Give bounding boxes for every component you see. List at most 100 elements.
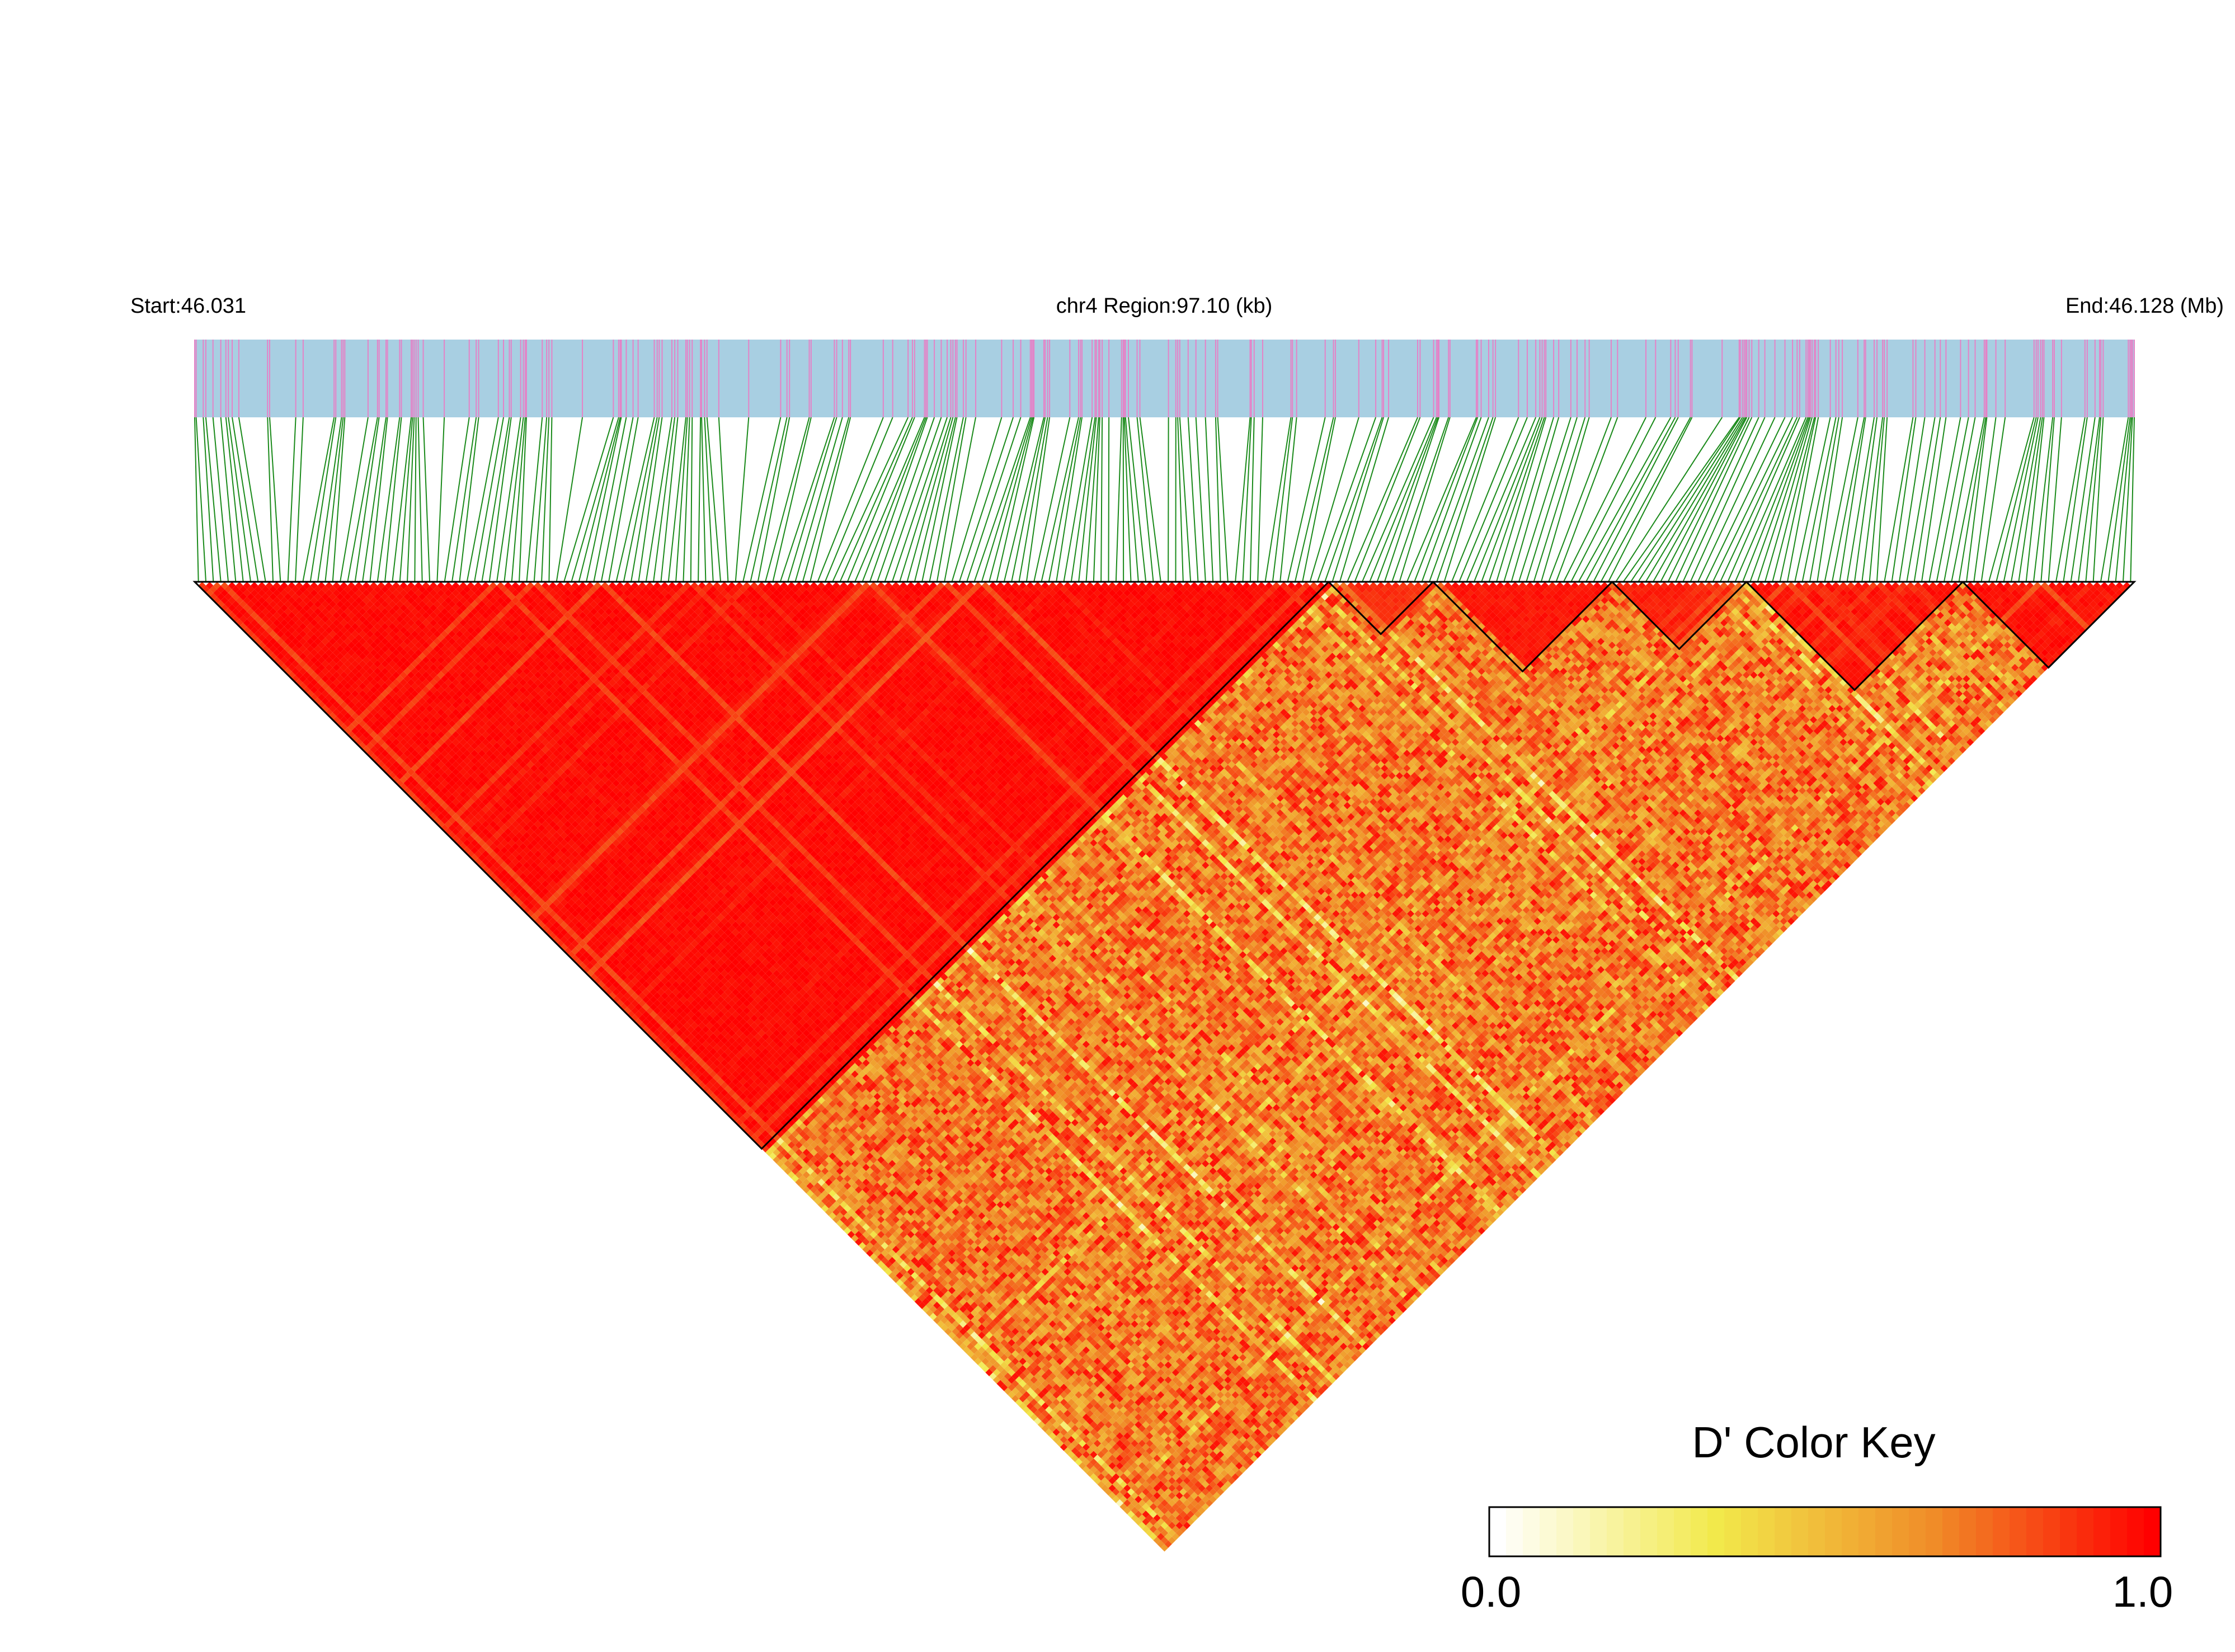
snp-connector xyxy=(1325,417,1382,582)
snp-connector xyxy=(363,417,386,582)
snp-connector xyxy=(750,417,787,582)
snp-connector xyxy=(1295,417,1334,582)
snp-connector xyxy=(862,417,926,582)
snp-connector xyxy=(892,417,947,582)
snp-connector xyxy=(267,417,273,582)
snp-connector xyxy=(2108,417,2130,582)
snp-connector xyxy=(1608,417,1692,582)
snp-connector xyxy=(1414,417,1478,582)
snp-connector xyxy=(2071,417,2095,582)
snp-connector xyxy=(1497,417,1546,582)
snp-connector xyxy=(474,417,504,582)
snp-connector xyxy=(702,417,705,582)
snp-connector xyxy=(549,417,552,582)
snp-connector xyxy=(437,417,444,582)
snp-connector xyxy=(691,417,693,582)
snp-connector xyxy=(1616,417,1722,582)
snp-connector xyxy=(1519,417,1571,582)
snp-connector xyxy=(2004,417,2038,582)
snp-connector xyxy=(1116,417,1122,582)
snp-connector xyxy=(1624,417,1739,582)
snp-connector xyxy=(2078,417,2100,582)
snp-connector xyxy=(788,417,836,582)
ld-heatmap-cells xyxy=(199,582,2131,1552)
snp-connector xyxy=(1370,417,1437,582)
snp-connector xyxy=(1803,417,1836,582)
snp-connector xyxy=(2063,417,2087,582)
snp-connector xyxy=(661,417,677,582)
snp-connector xyxy=(418,417,422,582)
snp-connector xyxy=(1178,417,1183,582)
snp-connector xyxy=(2049,417,2062,582)
snp-connector xyxy=(773,417,811,582)
snp-connector xyxy=(1855,417,1877,582)
snp-connector xyxy=(1951,417,1984,582)
snp-connector xyxy=(1914,417,1941,582)
snp-connector xyxy=(482,417,509,582)
snp-connector xyxy=(870,417,928,582)
snp-connector xyxy=(1108,417,1109,582)
snp-connector xyxy=(467,417,498,582)
snp-connector xyxy=(719,417,728,582)
snp-connector xyxy=(1593,417,1678,582)
snp-connector xyxy=(1586,417,1676,582)
snp-connector xyxy=(1196,417,1206,582)
snp-connector xyxy=(1429,417,1489,582)
snp-connector xyxy=(586,417,621,582)
snp-connector xyxy=(459,417,478,582)
snp-connector xyxy=(1832,417,1864,582)
snp-connector xyxy=(1944,417,1975,582)
snp-connector xyxy=(1019,417,1047,582)
snp-connector xyxy=(1467,417,1536,582)
snp-connector xyxy=(1243,417,1251,582)
snp-connector xyxy=(579,417,620,582)
snp-connector xyxy=(415,417,416,582)
region-start-label: Start:46.031 xyxy=(130,294,246,318)
snp-connector xyxy=(310,417,336,582)
snp-connector xyxy=(1564,417,1646,582)
snp-connector xyxy=(1250,417,1254,582)
snp-connector xyxy=(1601,417,1691,582)
snp-connector xyxy=(1638,417,1742,582)
snp-connector-lines xyxy=(195,417,2134,582)
snp-connector xyxy=(424,417,430,582)
snp-connector xyxy=(270,417,280,582)
region-end-label: End:46.128 (Mb) xyxy=(2065,294,2224,318)
snp-connector xyxy=(1235,417,1250,582)
snp-connector xyxy=(1392,417,1448,582)
snp-connector xyxy=(1071,417,1095,582)
snp-connector xyxy=(239,417,266,582)
snp-connector xyxy=(1362,417,1434,582)
snp-connector xyxy=(2056,417,2085,582)
snp-connector xyxy=(232,417,258,582)
snp-connector xyxy=(609,417,638,582)
snp-connector xyxy=(228,417,251,582)
snp-connector xyxy=(288,417,296,582)
snp-connector xyxy=(340,417,368,582)
snp-connector xyxy=(452,417,476,582)
region-center-label: chr4 Region:97.10 (kb) xyxy=(1056,294,1273,318)
snp-connector xyxy=(758,417,789,582)
snp-connector xyxy=(683,417,689,582)
snp-connector xyxy=(1937,417,1969,582)
snp-connector xyxy=(1660,417,1747,582)
snp-connector xyxy=(1862,417,1883,582)
snp-connector xyxy=(1884,417,1913,582)
snp-connector xyxy=(1691,417,1765,582)
snp-connector xyxy=(736,417,749,582)
snp-connector xyxy=(989,417,1033,582)
snp-connector xyxy=(1571,417,1655,582)
snp-connector xyxy=(2116,417,2132,582)
snp-connector xyxy=(355,417,379,582)
snp-connector xyxy=(1310,417,1359,582)
snp-connector xyxy=(1705,417,1785,582)
snp-connector xyxy=(213,417,228,582)
snp-connector xyxy=(1258,417,1263,582)
chromosome-band xyxy=(195,340,2134,417)
snp-connector xyxy=(2026,417,2044,582)
snp-connector xyxy=(698,417,700,582)
snp-connector xyxy=(445,417,469,582)
snp-connector xyxy=(1847,417,1874,582)
snp-connector xyxy=(1206,417,1213,582)
